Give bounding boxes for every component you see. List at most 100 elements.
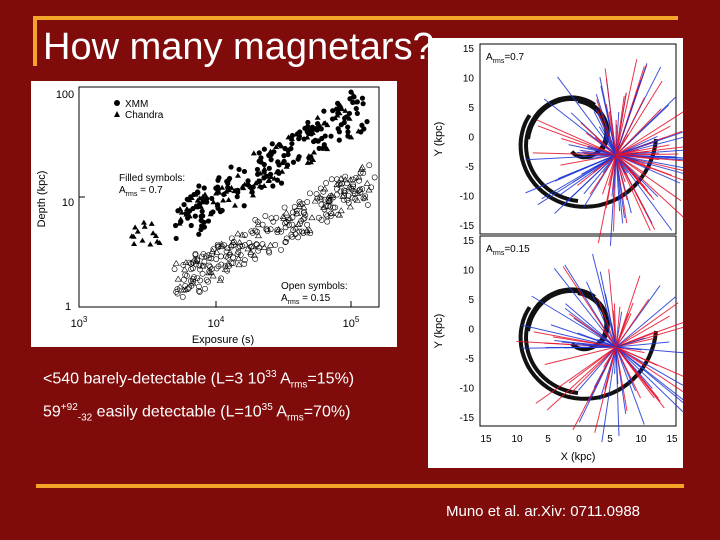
open-circle-point — [337, 188, 344, 195]
open-triangle-point — [260, 243, 268, 250]
filled-circle-point — [271, 149, 277, 155]
right-y-tick-labels: 15 10 5 0 -5 -10 -15 15 10 5 0 -5 -10 -15 — [460, 44, 475, 424]
sight-line — [615, 337, 645, 348]
sight-line — [554, 339, 617, 348]
bottom-map-content — [516, 253, 709, 443]
filled-triangle-point — [322, 120, 329, 126]
open-triangle-point — [247, 248, 255, 255]
open-circle-point — [350, 183, 357, 190]
filled-circle-point — [196, 231, 202, 237]
sight-line — [615, 125, 671, 156]
open-circle-point — [299, 200, 306, 207]
y-tick-10: 10 — [62, 197, 74, 209]
sight-line — [598, 126, 617, 156]
sight-line — [525, 154, 617, 194]
filled-circle-point — [199, 208, 205, 214]
open-circle-point — [171, 266, 178, 273]
open-circle-point — [192, 251, 199, 257]
filled-triangle-point — [226, 187, 233, 193]
filled-triangle-point — [156, 239, 163, 245]
sight-line — [525, 154, 617, 161]
filled-triangle-point — [303, 124, 310, 130]
y-tick-label-kpc: -5 — [465, 354, 474, 365]
open-circle-point — [282, 239, 289, 246]
open-circle-point — [357, 186, 363, 193]
depth-exposure-svg: Depth (kpc) 100 10 1 103 104 105 Exposur… — [36, 86, 380, 346]
filled-circle-point — [204, 196, 210, 202]
open-circle-point — [239, 243, 246, 250]
filled-triangle-point — [214, 202, 221, 208]
filled-circle-point — [289, 140, 295, 147]
filled-circle-point — [201, 219, 207, 225]
open-circle-point — [334, 191, 340, 198]
open-circle-point — [345, 199, 352, 206]
filled-triangle-point — [305, 153, 312, 159]
sight-line — [615, 154, 628, 201]
open-circle-point — [356, 177, 362, 184]
filled-triangle-point — [283, 163, 290, 169]
open-circle-point — [207, 263, 214, 270]
y-tick-label-kpc: -15 — [460, 221, 475, 232]
filled-symbols-note: Filled symbols: — [119, 173, 185, 184]
open-circle-point — [324, 218, 331, 225]
filled-circle-point — [236, 166, 242, 173]
sight-line — [615, 346, 642, 351]
top-map-label: Arms=0.7 — [486, 52, 525, 65]
filled-triangle-point — [225, 196, 232, 202]
bottom-y-axis-label: Y (kpc) — [433, 314, 445, 349]
filled-circle-point — [335, 110, 341, 116]
open-circle-point — [301, 215, 308, 222]
filled-triangle-point — [192, 191, 199, 197]
open-triangle-point — [266, 241, 274, 248]
caption-line-barely: <540 barely-detectable (L=3 1033 Arms=15… — [43, 369, 355, 391]
filled-circle-point — [335, 100, 341, 106]
sight-line — [597, 339, 617, 348]
open-triangle-point — [358, 163, 366, 170]
citation: Muno et al. ar.Xiv: 0711.0988 — [446, 503, 641, 520]
filled-triangle-point — [285, 134, 292, 140]
filled-triangle-point — [183, 205, 190, 211]
open-triangle-point — [213, 248, 221, 255]
open-circle-point — [203, 253, 209, 260]
filled-triangle-point — [348, 134, 355, 140]
open-circle-point — [328, 176, 335, 183]
filled-triangle-point — [252, 180, 259, 186]
open-circle-point — [320, 188, 327, 195]
axis-tick-marks — [78, 86, 352, 308]
filled-triangle-point — [186, 197, 193, 203]
spiral-arm — [526, 96, 610, 152]
sight-line — [520, 324, 617, 348]
filled-triangle-point — [342, 107, 349, 113]
slide-title: How many magnetars? — [43, 26, 434, 68]
sight-line — [537, 154, 617, 206]
filled-circle-point — [321, 108, 327, 114]
open-circle-point — [349, 194, 356, 201]
y-tick-label-kpc: -5 — [465, 162, 474, 173]
open-circle-point — [225, 254, 231, 261]
open-circle-point — [194, 257, 201, 264]
filled-circle-point — [192, 213, 198, 219]
sight-line — [615, 295, 677, 348]
open-circle-point — [194, 275, 201, 282]
open-triangle-point — [254, 232, 263, 239]
open-circle-point — [270, 218, 277, 225]
open-circle-point — [352, 195, 359, 202]
filled-circle-point — [181, 201, 187, 208]
open-circle-point — [203, 277, 210, 283]
open-circle-point — [242, 242, 248, 248]
open-triangle-point — [363, 179, 371, 186]
sight-line — [615, 95, 625, 156]
y-tick-label-kpc: -10 — [460, 192, 475, 203]
y-tick-label-kpc: 15 — [463, 44, 475, 55]
sight-line — [589, 154, 617, 195]
filled-triangle-point — [152, 233, 159, 239]
filled-circle-point — [335, 126, 341, 132]
filled-circle-point — [343, 114, 349, 120]
open-triangle-point — [226, 248, 234, 255]
sight-line — [615, 154, 682, 202]
open-circle-point — [366, 162, 373, 169]
sight-line — [543, 98, 617, 156]
filled-triangle-point — [279, 159, 286, 165]
open-circle-point — [248, 228, 255, 235]
sight-line — [601, 346, 617, 443]
